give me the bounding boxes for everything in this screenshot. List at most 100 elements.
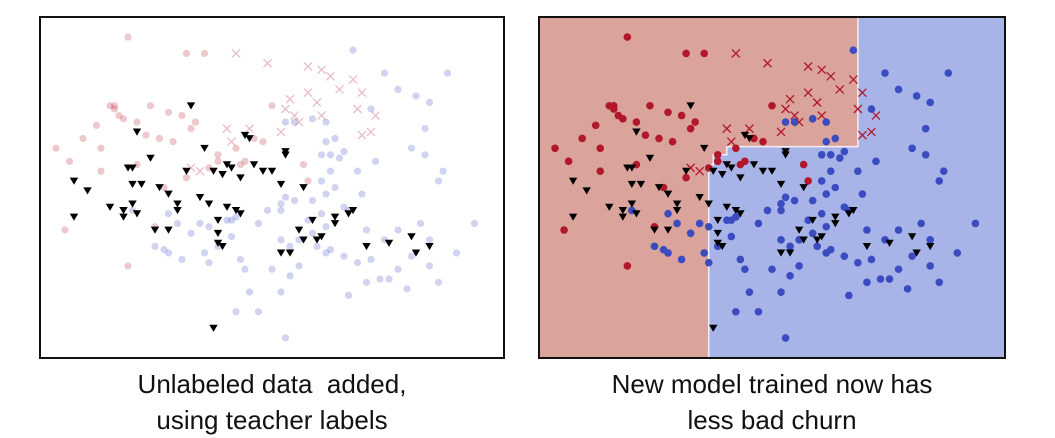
blue-circle-point <box>704 258 713 267</box>
teacher-labeled-triangle-point <box>686 102 695 110</box>
blue-circle-point <box>421 125 429 133</box>
blue-circle-point <box>908 144 916 153</box>
teacher-labeled-triangle-point <box>69 213 79 221</box>
blue-circle-point <box>236 255 245 264</box>
red-cross-point <box>227 137 236 147</box>
red-cross-point <box>317 65 326 75</box>
red-circle-point <box>623 33 632 41</box>
blue-circle-point <box>241 265 249 273</box>
teacher-labeled-triangle-point <box>164 226 173 234</box>
blue-circle-point <box>854 258 862 267</box>
teacher-labeled-triangle-point <box>632 210 641 218</box>
blue-circle-point <box>281 334 290 342</box>
blue-circle-point <box>754 219 763 228</box>
blue-circle-point <box>358 190 366 198</box>
blue-circle-point <box>268 265 276 273</box>
blue-circle-point <box>826 151 835 159</box>
red-cross-point <box>744 124 754 134</box>
teacher-labeled-triangle-point <box>200 144 209 153</box>
blue-circle-point <box>777 288 785 296</box>
red-cross-point <box>790 111 800 121</box>
red-cross-point <box>231 48 241 58</box>
blue-circle-point <box>836 154 844 162</box>
red-circle-point <box>759 137 767 146</box>
blue-circle-point <box>362 278 371 286</box>
blue-circle-point <box>308 196 317 205</box>
blue-circle-point <box>745 288 754 296</box>
teacher-labeled-triangle-point <box>195 193 205 202</box>
blue-circle-point <box>935 278 944 287</box>
teacher-labeled-triangle-point <box>645 154 655 162</box>
teacher-labeled-triangle-point <box>718 171 727 179</box>
blue-circle-point <box>921 151 930 159</box>
blue-circle-point <box>673 219 681 228</box>
teacher-labeled-triangle-point <box>731 207 741 215</box>
red-circle-point <box>61 226 69 234</box>
teacher-labeled-triangle-point <box>218 243 227 251</box>
red-circle-point <box>655 134 663 143</box>
teacher-labeled-triangle-point <box>776 249 786 257</box>
blue-circle-point <box>443 69 452 77</box>
red-circle-point <box>700 49 708 58</box>
blue-circle-point <box>781 334 790 342</box>
blue-circle-point <box>790 118 799 126</box>
blue-circle-point <box>840 252 849 260</box>
left-caption-line-2: using teacher labels <box>156 405 388 435</box>
blue-circle-point <box>281 193 290 201</box>
teacher-labeled-triangle-point <box>119 207 128 215</box>
red-circle-point <box>804 177 812 185</box>
blue-circle-point <box>971 219 980 228</box>
teacher-labeled-triangle-point <box>258 167 268 175</box>
red-cross-point <box>290 111 299 121</box>
blue-circle-point <box>277 288 285 296</box>
blue-circle-point <box>394 265 402 273</box>
teacher-labeled-triangle-point <box>831 220 840 228</box>
blue-circle-point <box>205 223 213 231</box>
red-cross-point <box>348 75 358 85</box>
red-cross-point <box>817 65 827 75</box>
red-cross-point <box>857 88 867 98</box>
red-circle-point <box>191 118 200 126</box>
red-circle-point <box>115 111 123 120</box>
blue-circle-point <box>421 151 429 159</box>
red-cross-point <box>317 111 326 121</box>
teacher-labeled-triangle-point <box>155 184 164 192</box>
blue-circle-point <box>786 242 794 251</box>
red-cross-point <box>371 111 380 121</box>
teacher-labeled-triangle-point <box>907 233 917 241</box>
teacher-labeled-triangle-point <box>627 180 637 189</box>
blue-circle-point <box>817 151 826 159</box>
blue-circle-point <box>944 69 953 77</box>
teacher-labeled-triangle-point <box>348 207 358 215</box>
blue-circle-point <box>736 255 745 264</box>
blue-circle-point <box>926 98 934 107</box>
blue-circle-point <box>200 249 209 257</box>
teacher-labeled-triangle-point <box>173 200 182 208</box>
teacher-labeled-triangle-point <box>407 233 416 241</box>
red-circle-point <box>106 102 114 110</box>
red-circle-point <box>682 173 690 182</box>
blue-circle-point <box>416 219 425 228</box>
teacher-labeled-triangle-point <box>799 184 808 192</box>
red-circle-point <box>591 121 600 130</box>
teacher-labeled-triangle-point <box>718 243 727 251</box>
red-circle-point <box>124 262 132 270</box>
red-circle-point <box>52 144 60 152</box>
teacher-labeled-triangle-point <box>213 229 223 238</box>
blue-circle-point <box>223 216 231 224</box>
red-circle-point <box>632 118 641 126</box>
blue-circle-point <box>452 249 461 257</box>
blue-circle-point <box>935 177 944 185</box>
red-circle-point <box>610 101 618 110</box>
blue-circle-point <box>322 138 330 146</box>
red-cross-point <box>726 137 736 147</box>
blue-circle-point <box>425 236 434 244</box>
teacher-labeled-triangle-point <box>164 190 173 198</box>
blue-circle-point <box>178 255 186 264</box>
right-panel <box>538 16 1006 359</box>
red-circle-point <box>691 118 699 126</box>
red-circle-point <box>646 101 654 110</box>
red-circle-point <box>664 108 672 117</box>
red-circle-point <box>169 138 177 146</box>
blue-circle-point <box>353 167 362 175</box>
